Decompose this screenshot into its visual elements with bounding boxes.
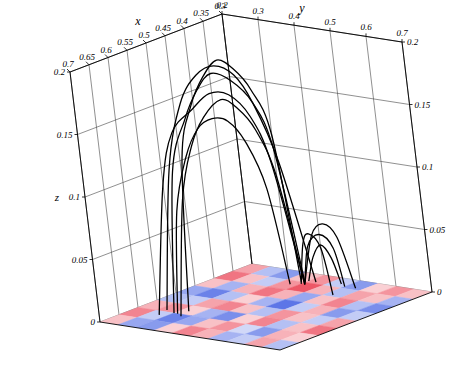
z-tick-label: 0 [91, 317, 96, 327]
tick [82, 197, 85, 198]
tick [410, 104, 413, 105]
x-tick-label: 0.35 [193, 8, 209, 18]
z-tick-label: 0.15 [415, 100, 431, 110]
z-axis-label: z [54, 191, 60, 203]
tick [86, 62, 89, 65]
tick [67, 72, 70, 73]
tick [330, 28, 331, 31]
tick [200, 18, 203, 21]
z-tick-label: 0 [437, 287, 442, 297]
field-line [182, 60, 301, 311]
field-line [181, 99, 305, 316]
axis-line [222, 14, 252, 264]
tick [67, 69, 70, 72]
z-tick-label: 0.05 [72, 255, 88, 265]
z-tick-label: 0.2 [54, 67, 66, 77]
tick [417, 167, 420, 168]
tick [402, 42, 405, 43]
tick [294, 22, 295, 25]
axis-line [222, 14, 402, 42]
x-tick-label: 0.45 [155, 23, 171, 33]
grid [70, 14, 432, 322]
tick [222, 11, 223, 14]
grid-line [93, 202, 245, 260]
field-line [305, 224, 356, 288]
tick [402, 39, 403, 42]
x-tick-label: 0.65 [79, 52, 95, 62]
field-line [176, 118, 290, 314]
tick [105, 55, 108, 58]
z-tick-label: 0.1 [69, 192, 80, 202]
tick [124, 47, 127, 50]
chart: 0.30.350.40.450.50.550.60.650.70.20.30.4… [0, 0, 461, 371]
grid-line [230, 77, 410, 105]
field-line [167, 66, 316, 310]
ticks [67, 11, 435, 322]
field-line [301, 234, 333, 295]
tick [97, 322, 100, 323]
tick [425, 229, 428, 230]
y-tick-label: 0.3 [252, 6, 264, 16]
surface [100, 264, 432, 350]
field-lines [159, 60, 355, 316]
box [70, 14, 432, 350]
axis-line [100, 322, 280, 350]
y-tick-label: 0.2 [216, 0, 228, 10]
x-tick-label: 0.55 [117, 37, 133, 47]
tick [258, 17, 259, 20]
tick [75, 134, 78, 135]
grid-line [222, 14, 252, 264]
y-tick-label: 0.6 [360, 22, 372, 32]
tick [181, 26, 184, 29]
x-tick-label: 0.5 [138, 30, 150, 40]
tick [432, 292, 435, 293]
grid-line [222, 14, 402, 42]
z-tick-label: 0.2 [407, 37, 419, 47]
tick [90, 259, 93, 260]
tick [162, 33, 165, 36]
x-tick-label: 0.6 [100, 45, 112, 55]
grid-line [70, 14, 222, 72]
y-tick-label: 0.5 [324, 17, 336, 27]
grid-line [78, 77, 230, 135]
grid-line [222, 14, 252, 264]
x-tick-label: 0.4 [176, 16, 188, 26]
z-tick-label: 0.15 [57, 130, 73, 140]
tick [366, 33, 367, 36]
z-tick-label: 0.05 [430, 225, 446, 235]
axis-line [70, 14, 222, 72]
x-axis-label: x [134, 14, 141, 28]
tick [219, 11, 222, 14]
grid-line [85, 139, 237, 197]
y-axis-label: y [298, 1, 305, 15]
tick [143, 40, 146, 43]
z-tick-label: 0.1 [422, 162, 433, 172]
axis-line [280, 292, 432, 350]
labels: 0.30.350.40.450.50.550.60.650.70.20.30.4… [54, 0, 446, 327]
